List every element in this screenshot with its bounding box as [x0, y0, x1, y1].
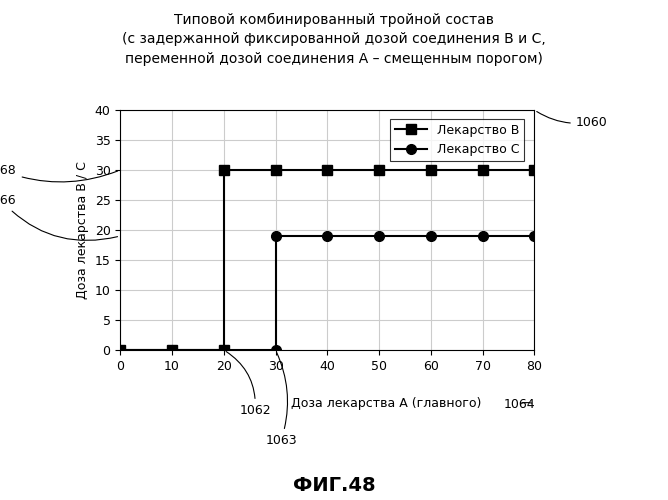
- Лекарство С: [427, 233, 435, 239]
- Лекарство С: [271, 233, 280, 239]
- Лекарство В: [271, 167, 280, 173]
- Лекарство С: [530, 233, 538, 239]
- Text: 1066: 1066: [0, 194, 118, 240]
- Line: Лекарство В: Лекарство В: [116, 165, 539, 355]
- Лекарство В: [116, 347, 124, 353]
- Лекарство С: [375, 233, 383, 239]
- Лекарство В: [323, 167, 331, 173]
- Лекарство В: [478, 167, 486, 173]
- Text: 1063: 1063: [265, 352, 297, 447]
- Лекарство С: [271, 347, 280, 353]
- Text: 1060: 1060: [536, 112, 608, 128]
- Лекарство В: [427, 167, 435, 173]
- Лекарство С: [220, 347, 228, 353]
- Text: Доза лекарства А (главного): Доза лекарства А (главного): [291, 398, 482, 410]
- Line: Лекарство С: Лекарство С: [116, 231, 539, 355]
- Legend: Лекарство В, Лекарство С: Лекарство В, Лекарство С: [390, 118, 524, 161]
- Лекарство С: [116, 347, 124, 353]
- Text: 1064: 1064: [504, 398, 535, 410]
- Лекарство С: [478, 233, 486, 239]
- Text: (с задержанной фиксированной дозой соединения В и С,: (с задержанной фиксированной дозой соеди…: [122, 32, 546, 46]
- Text: 1062: 1062: [226, 352, 271, 417]
- Лекарство В: [220, 347, 228, 353]
- Лекарство С: [323, 233, 331, 239]
- Text: Типовой комбинированный тройной состав: Типовой комбинированный тройной состав: [174, 12, 494, 26]
- Text: 1068: 1068: [0, 164, 118, 182]
- Лекарство В: [168, 347, 176, 353]
- Лекарство В: [220, 167, 228, 173]
- Text: переменной дозой соединения А – смещенным порогом): переменной дозой соединения А – смещенны…: [125, 52, 543, 66]
- Y-axis label: Доза лекарства В / С: Доза лекарства В / С: [76, 161, 89, 299]
- Лекарство В: [530, 167, 538, 173]
- Лекарство В: [375, 167, 383, 173]
- Лекарство С: [168, 347, 176, 353]
- Text: ФИГ.48: ФИГ.48: [293, 476, 375, 495]
